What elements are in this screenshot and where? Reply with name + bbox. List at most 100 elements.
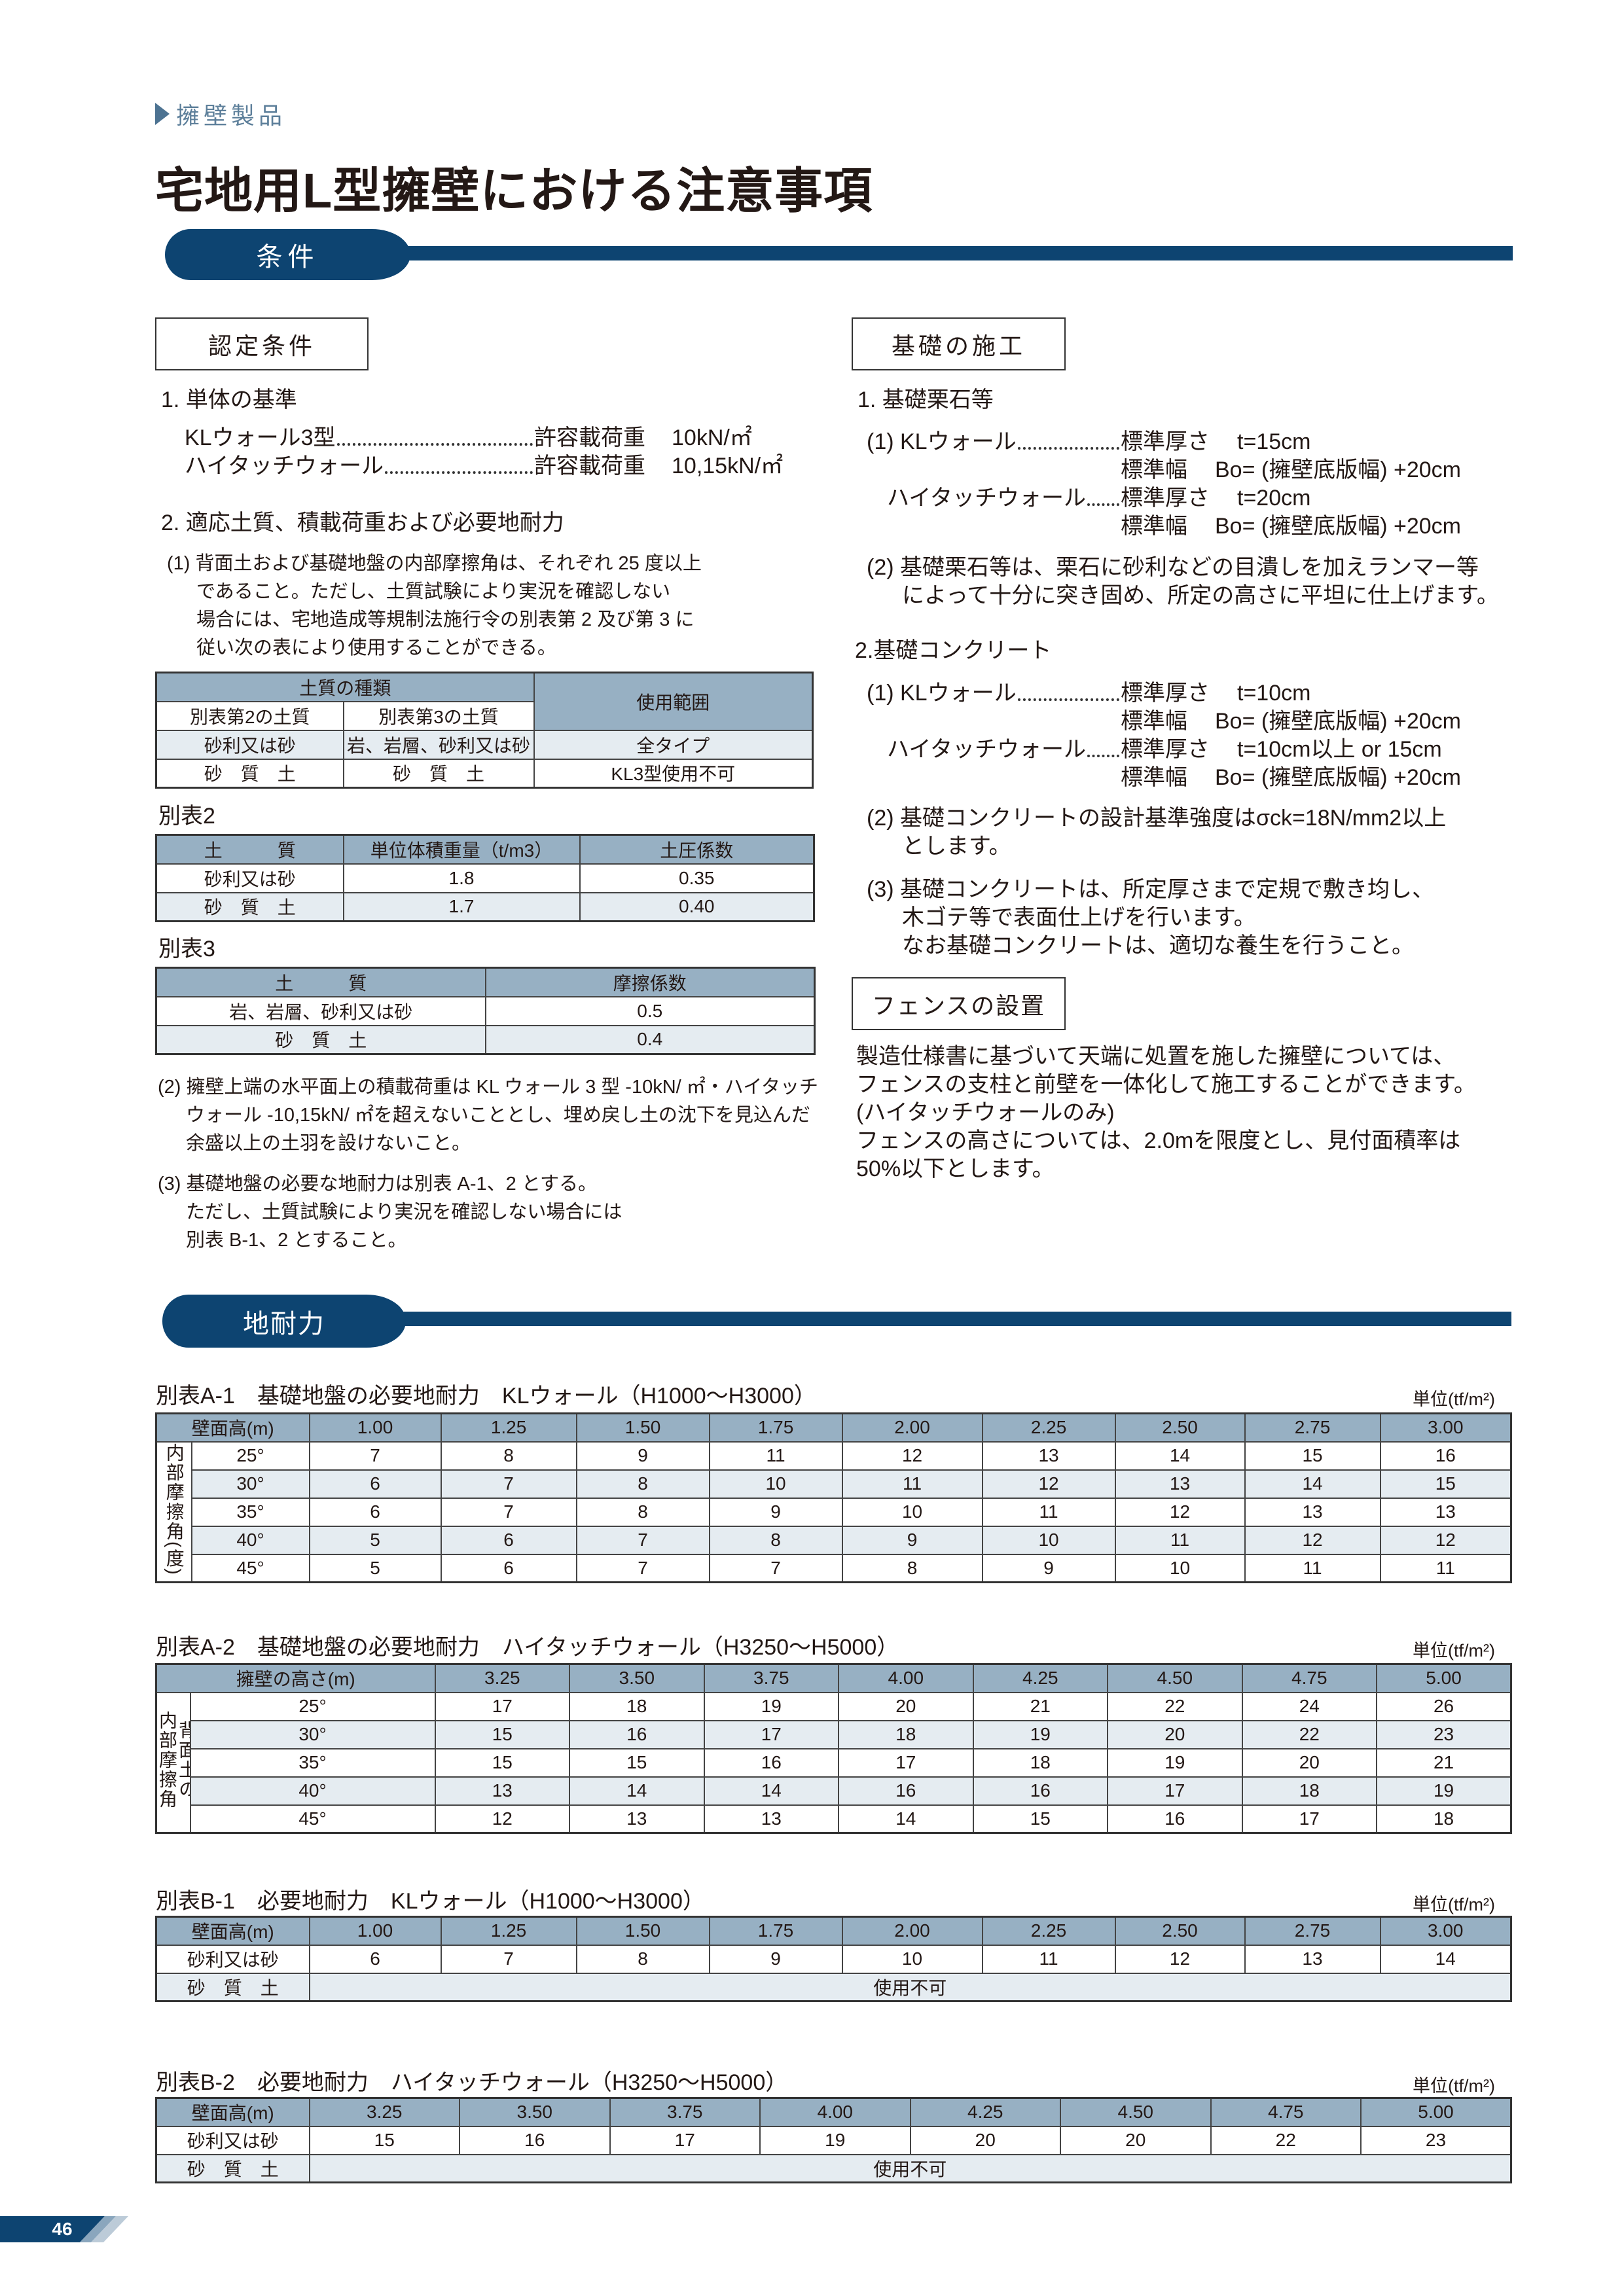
table-cell: 岩、岩層、砂利又は砂 — [155, 996, 486, 1026]
tableB1-caption: 別表B-1 必要地耐力 KLウォール（H1000〜H3000） — [156, 1889, 705, 1914]
table-cell: 18 — [569, 1691, 705, 1721]
row-label: 砂利又は砂 — [155, 1944, 310, 1974]
header-use-range: 使用範囲 — [533, 672, 814, 731]
product-name: (1) KLウォール — [867, 429, 1017, 454]
table-cell: 15 — [569, 1748, 705, 1778]
spec-value: t=10cm以上 or 15cm — [1237, 737, 1442, 762]
table-cell: 砂 質 土 — [342, 758, 535, 789]
row-label: 砂 質 土 — [155, 1972, 310, 2002]
spec-value: Bo= (擁壁底版幅) +20cm — [1215, 709, 1461, 734]
column-header: 3.50 — [459, 2097, 611, 2127]
table-cell: 16 — [972, 1776, 1109, 1806]
table-cell: 全タイプ — [533, 729, 814, 760]
text-line: ウォール -10,15kN/ ㎡を超えないこととし、埋め戻し土の沈下を見込んだ — [186, 1105, 810, 1126]
table-cell: 6 — [308, 1944, 442, 1974]
paragraph-load-limit: (2) 擁壁上端の水平面上の積載荷重は KL ウォール 3 型 -10kN/ ㎡… — [158, 1073, 818, 1158]
table-cell: 19 — [1107, 1748, 1243, 1778]
table-cell: 10 — [708, 1469, 843, 1499]
tableB1-unit: 単位(tf/m²) — [1413, 1895, 1495, 1914]
table-cell: 11 — [1244, 1553, 1381, 1583]
spec-label: 標準厚さ — [1121, 486, 1210, 511]
table-cell: 6 — [440, 1525, 577, 1555]
table-cell: 6 — [308, 1469, 442, 1499]
table-cell: 7 — [708, 1553, 843, 1583]
column-header: 5.00 — [1360, 2097, 1512, 2127]
certification-conditions-heading: 認定条件 — [155, 317, 369, 370]
table-cell: 砂利又は砂 — [155, 863, 344, 893]
load-list: KLウォール3型 許容載荷重 10kN/㎡ ハイタッチウォール 許容載荷重 10… — [185, 424, 783, 480]
table-cell: 20 — [909, 2125, 1061, 2155]
table-cell: 11 — [981, 1944, 1116, 1974]
table-cell: 14 — [1244, 1469, 1381, 1499]
column-header: 4.00 — [838, 1663, 974, 1693]
angle-label: 45° — [190, 1553, 310, 1583]
load-value: 10,15kN/㎡ — [672, 454, 784, 478]
column-header: 3.75 — [609, 2097, 761, 2127]
column-header: 2.25 — [981, 1412, 1116, 1443]
table-cell: 1.8 — [342, 863, 581, 893]
table-cell: 23 — [1376, 1719, 1512, 1749]
text-line: 別表 B-1、2 とすること。 — [186, 1230, 407, 1251]
table-cell: 5 — [308, 1553, 442, 1583]
tableB2: 壁面高(m) 3.25 3.50 3.75 4.00 4.25 4.50 4.75 5.00 砂利… — [155, 2097, 1512, 2183]
section-divider — [367, 1312, 1511, 1326]
header-wall-height: 壁面高(m) — [155, 2097, 310, 2127]
column-header: 4.75 — [1241, 1663, 1378, 1693]
spec-value: t=20cm — [1237, 486, 1311, 511]
table-row: 背面土の 内部摩擦角 25° 17 18 19 20 21 22 24 26 — [155, 1691, 1512, 1834]
tableB2-caption: 別表B-2 必要地耐力 ハイタッチウォール（H3250〜H5000） — [156, 2070, 788, 2095]
table-cell: 0.4 — [484, 1024, 816, 1055]
foundation-work-heading: 基礎の施工 — [852, 317, 1066, 370]
column-header: 3.50 — [569, 1663, 705, 1693]
heading-unit-standard: 1. 単体の基準 — [161, 387, 297, 412]
page-number: 46 — [52, 2219, 73, 2239]
text-line: なお基礎コンクリートは、適切な養生を行うこと。 — [902, 933, 1414, 958]
angle-label: 25° — [190, 1441, 310, 1471]
column-header: 1.25 — [440, 1916, 577, 1946]
load-row: ハイタッチウォール 許容載荷重 10,15kN/㎡ — [185, 452, 783, 480]
spec-label: 標準幅 — [1121, 765, 1187, 790]
angle-label: 30° — [189, 1719, 436, 1749]
table-cell: 22 — [1107, 1691, 1243, 1721]
row-group-label: 内部摩擦角(度) — [155, 1441, 192, 1583]
table-cell: 15 — [308, 2125, 460, 2155]
table2-caption: 別表2 — [158, 804, 215, 829]
table-cell: 12 — [841, 1441, 983, 1471]
table-cell: 8 — [575, 1944, 710, 1974]
header-cell: 単位体積重量（t/m3） — [342, 834, 581, 865]
column-header: 2.75 — [1244, 1412, 1381, 1443]
dot-leader — [1017, 447, 1119, 450]
column-header: 2.00 — [841, 1916, 983, 1946]
tableA1-caption: 別表A-1 基礎地盤の必要地耐力 KLウォール（H1000〜H3000） — [156, 1384, 816, 1408]
column-header: 4.25 — [909, 2097, 1061, 2127]
table-cell: 11 — [841, 1469, 983, 1499]
table-cell: 15 — [434, 1748, 571, 1778]
table-cell: 13 — [1244, 1497, 1381, 1527]
tableB2-unit: 単位(tf/m²) — [1413, 2076, 1495, 2096]
table-cell: 12 — [1244, 1525, 1381, 1555]
table-row: 砂 質 土使用不可 — [155, 2153, 1512, 2183]
spec-label: 標準厚さ — [1121, 681, 1210, 706]
spec-label: 標準幅 — [1121, 709, 1187, 734]
table-cell: 岩、岩層、砂利又は砂 — [342, 729, 535, 760]
column-header: 3.00 — [1379, 1412, 1512, 1443]
table-cell: 11 — [981, 1497, 1116, 1527]
table-row: 35° 6 7 8 9 10 11 12 13 13 — [156, 1497, 1512, 1527]
table-cell: 23 — [1360, 2125, 1512, 2155]
product-name: KLウォール3型 — [185, 425, 336, 450]
table-cell: 砂 質 土 — [155, 1024, 486, 1055]
table-cell: 8 — [708, 1525, 843, 1555]
table-cell: 10 — [841, 1944, 983, 1974]
spec-value: Bo= (擁壁底版幅) +20cm — [1215, 765, 1461, 790]
table-cell: 16 — [703, 1748, 840, 1778]
table-cell: 8 — [440, 1441, 577, 1471]
load-label: 許容載荷重 — [534, 425, 645, 450]
breadcrumb: 擁壁製品 — [155, 97, 286, 131]
breadcrumb-label: 擁壁製品 — [176, 102, 287, 129]
paragraph-concrete-strength: (2) 基礎コンクリートの設計基準強度はσck=18N/mm2以上 とします。 — [867, 804, 1446, 861]
table-row: 砂利又は砂 15 16 17 19 20 20 22 23 — [155, 2125, 1512, 2155]
column-header: 1.25 — [440, 1412, 577, 1443]
column-header: 1.50 — [575, 1412, 710, 1443]
triangle-bullet-icon — [155, 103, 170, 125]
dot-leader — [1087, 755, 1119, 757]
